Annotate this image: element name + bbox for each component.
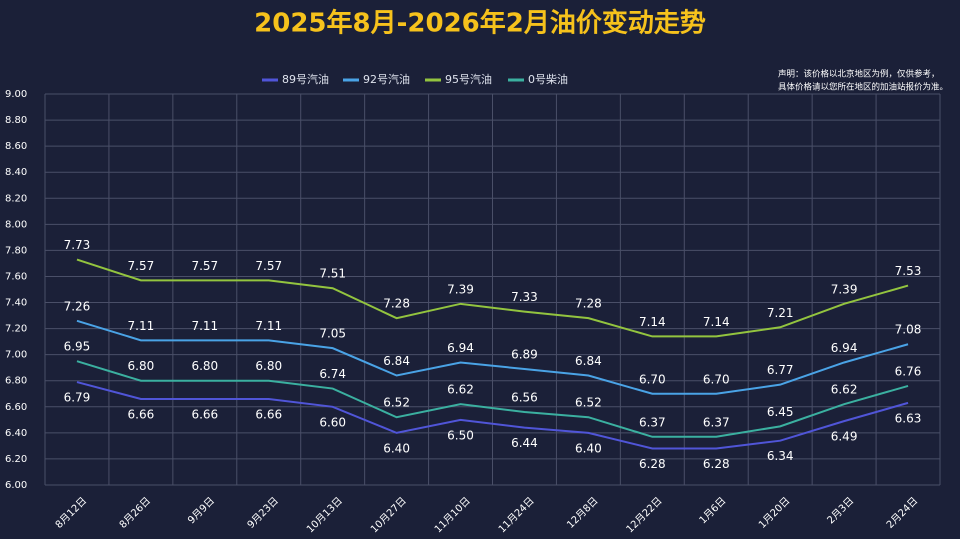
y-tick-label: 7.20	[5, 324, 27, 335]
data-label: 7.51	[319, 267, 346, 281]
data-label: 6.56	[511, 391, 538, 405]
x-tick-label: 8月26日	[117, 495, 153, 531]
data-label: 6.37	[703, 415, 730, 429]
data-label: 7.57	[191, 259, 218, 273]
x-tick-label: 11月10日	[432, 495, 473, 536]
note: 声明：该价格以北京地区为例，仅供参考，	[778, 69, 940, 80]
x-tick-label: 1月6日	[697, 495, 729, 527]
data-label: 6.70	[703, 372, 730, 386]
data-label: 6.52	[383, 396, 410, 410]
series-line	[76, 360, 909, 438]
data-label: 6.84	[383, 354, 410, 368]
chart-title: 2025年8月-2026年2月油价变动走势	[254, 8, 706, 39]
y-tick-label: 7.80	[5, 245, 27, 256]
data-label: 6.40	[383, 441, 410, 455]
data-label: 6.77	[767, 363, 794, 377]
x-tick-label: 2月24日	[884, 495, 920, 531]
x-tick-label: 11月24日	[496, 495, 537, 536]
legend-label: 95号汽油	[445, 72, 492, 86]
y-tick-label: 7.60	[5, 271, 27, 282]
data-label: 6.62	[831, 383, 858, 397]
data-label: 6.76	[895, 364, 922, 378]
data-label: 6.94	[831, 341, 858, 355]
y-tick-label: 6.80	[5, 376, 27, 387]
data-label: 7.14	[703, 315, 730, 329]
data-label: 7.73	[64, 238, 91, 252]
data-label: 6.50	[447, 428, 474, 442]
data-label: 7.11	[191, 319, 218, 333]
data-label: 7.57	[255, 259, 282, 273]
data-label: 7.53	[895, 264, 922, 278]
x-tick-label: 12月22日	[624, 495, 665, 536]
data-label: 7.28	[383, 297, 410, 311]
data-label: 6.44	[511, 436, 538, 450]
x-tick-label: 9月9日	[185, 495, 217, 527]
x-tick-label: 10月13日	[304, 495, 345, 536]
data-label: 6.62	[447, 383, 474, 397]
data-label: 6.95	[64, 340, 91, 354]
y-tick-label: 8.00	[5, 219, 27, 230]
data-label: 7.33	[511, 290, 538, 304]
y-tick-label: 8.40	[5, 167, 27, 178]
y-tick-label: 6.60	[5, 402, 27, 413]
note: 具体价格请以您所在地区的加油站报价为准。	[778, 82, 948, 93]
data-label: 7.39	[447, 282, 474, 296]
data-label: 6.28	[639, 457, 666, 471]
y-tick-label: 7.00	[5, 350, 27, 361]
data-label: 6.40	[575, 441, 602, 455]
legend-label: 89号汽油	[282, 72, 329, 86]
y-tick-label: 8.80	[5, 115, 27, 126]
y-tick-label: 8.60	[5, 141, 27, 152]
data-label: 6.66	[128, 407, 155, 421]
x-tick-label: 1月20日	[756, 495, 792, 531]
y-tick-label: 8.20	[5, 193, 27, 204]
data-label: 6.37	[639, 415, 666, 429]
data-label: 7.39	[831, 282, 858, 296]
x-tick-label: 10月27日	[368, 495, 409, 536]
x-tick-label: 9月23日	[245, 495, 281, 531]
y-tick-label: 6.20	[5, 454, 27, 465]
data-label: 7.57	[128, 259, 155, 273]
data-label: 6.74	[319, 367, 346, 381]
y-tick-label: 9.00	[5, 89, 27, 100]
data-label: 6.89	[511, 348, 538, 362]
data-label: 6.28	[703, 457, 730, 471]
data-label: 7.11	[255, 319, 282, 333]
data-label: 6.84	[575, 354, 602, 368]
data-label: 6.79	[64, 391, 91, 405]
data-label: 6.60	[319, 415, 346, 429]
data-label: 7.28	[575, 297, 602, 311]
data-label: 7.05	[319, 327, 346, 341]
series-line	[76, 381, 909, 450]
x-tick-label: 2月3日	[825, 495, 857, 527]
data-label: 6.80	[255, 359, 282, 373]
legend-label: 0号柴油	[528, 72, 568, 86]
data-label: 7.21	[767, 306, 794, 320]
x-tick-label: 12月8日	[565, 495, 601, 531]
data-label: 6.45	[767, 405, 794, 419]
data-label: 6.66	[255, 407, 282, 421]
series-line	[76, 258, 909, 338]
data-label: 7.08	[895, 323, 922, 337]
data-label: 6.63	[895, 411, 922, 425]
y-tick-label: 6.00	[5, 480, 27, 491]
data-label: 7.14	[639, 315, 666, 329]
data-label: 6.70	[639, 372, 666, 386]
data-label: 6.94	[447, 341, 474, 355]
data-label: 7.26	[64, 299, 91, 313]
legend-label: 92号汽油	[363, 72, 410, 86]
data-label: 7.11	[128, 319, 155, 333]
data-label: 6.66	[191, 407, 218, 421]
x-tick-label: 8月12日	[53, 495, 89, 531]
data-label: 6.49	[831, 430, 858, 444]
y-tick-label: 7.40	[5, 298, 27, 309]
data-label: 6.80	[191, 359, 218, 373]
data-label: 6.34	[767, 449, 794, 463]
y-tick-label: 6.40	[5, 428, 27, 439]
data-label: 6.52	[575, 396, 602, 410]
series-line	[76, 319, 909, 395]
data-label: 6.80	[128, 359, 155, 373]
